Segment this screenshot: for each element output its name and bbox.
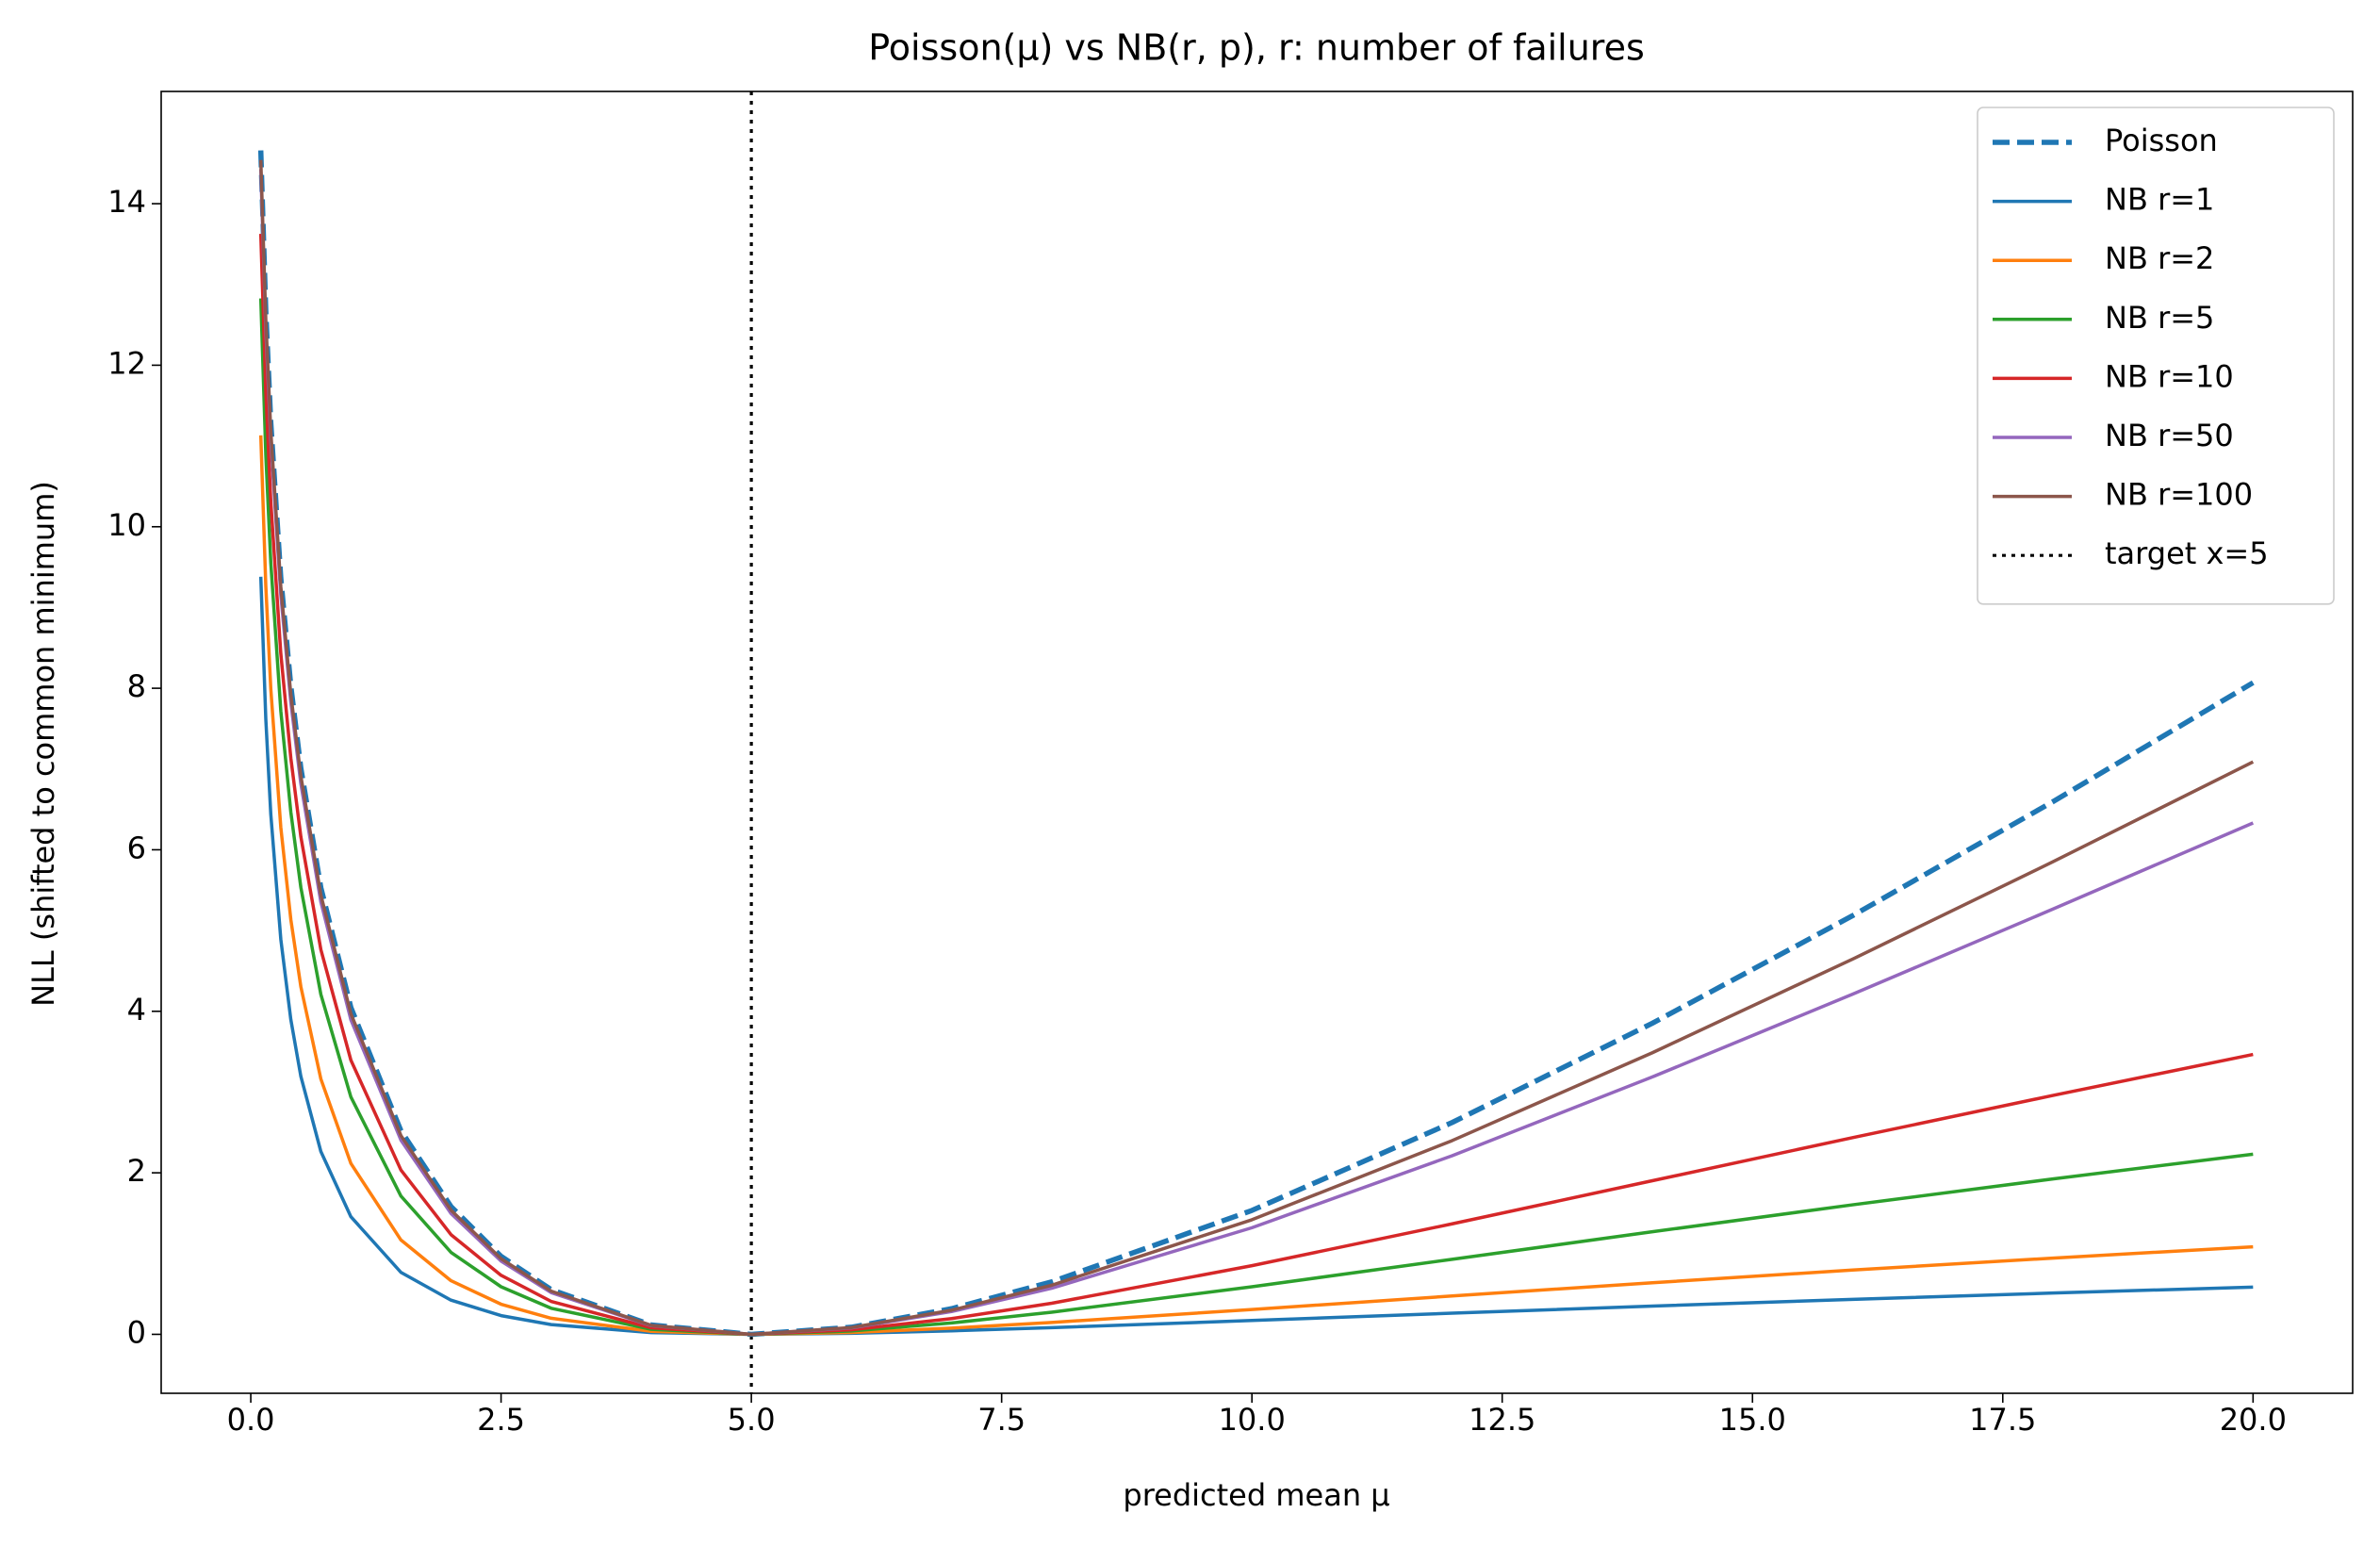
x-tick-label: 12.5 (1469, 1402, 1535, 1438)
x-tick-label: 17.5 (1969, 1402, 2036, 1438)
legend-label: NB r=100 (2105, 477, 2253, 513)
y-tick-label: 4 (127, 992, 146, 1028)
legend-box (1977, 107, 2335, 605)
series-line (258, 435, 2254, 1337)
y-tick-label: 0 (127, 1314, 146, 1350)
x-tick-label: 7.5 (977, 1402, 1026, 1438)
legend-label: NB r=1 (2105, 182, 2214, 218)
legend-label: Poisson (2105, 123, 2218, 158)
legend-label: NB r=10 (2105, 358, 2234, 394)
y-axis-label: NLL (shifted to common minimum) (25, 481, 61, 1007)
x-tick-label: 15.0 (1719, 1402, 1786, 1438)
x-axis-label: predicted mean μ (1123, 1477, 1389, 1513)
chart-title: Poisson(μ) vs NB(r, p), r: number of fai… (868, 27, 1645, 69)
x-tick-label: 0.0 (227, 1402, 275, 1438)
y-tick-label: 14 (107, 184, 146, 220)
series-line (258, 298, 2254, 1337)
y-tick-label: 10 (107, 507, 146, 543)
series-line (258, 576, 2254, 1337)
legend-label: NB r=50 (2105, 418, 2234, 453)
y-tick-label: 12 (107, 345, 146, 381)
legend-label: NB r=5 (2105, 300, 2214, 336)
series-line (258, 233, 2254, 1337)
y-tick-label: 6 (127, 830, 146, 865)
plot-frame (160, 90, 2354, 1394)
legend-label: NB r=2 (2105, 240, 2214, 276)
x-tick-label: 10.0 (1219, 1402, 1286, 1438)
y-tick-label: 8 (127, 668, 146, 704)
x-tick-label: 2.5 (477, 1402, 525, 1438)
legend-label: target x=5 (2105, 535, 2269, 571)
x-tick-label: 20.0 (2220, 1402, 2287, 1438)
x-tick-label: 5.0 (728, 1402, 776, 1438)
y-tick-label: 2 (127, 1153, 146, 1189)
series-line (258, 159, 2255, 1337)
